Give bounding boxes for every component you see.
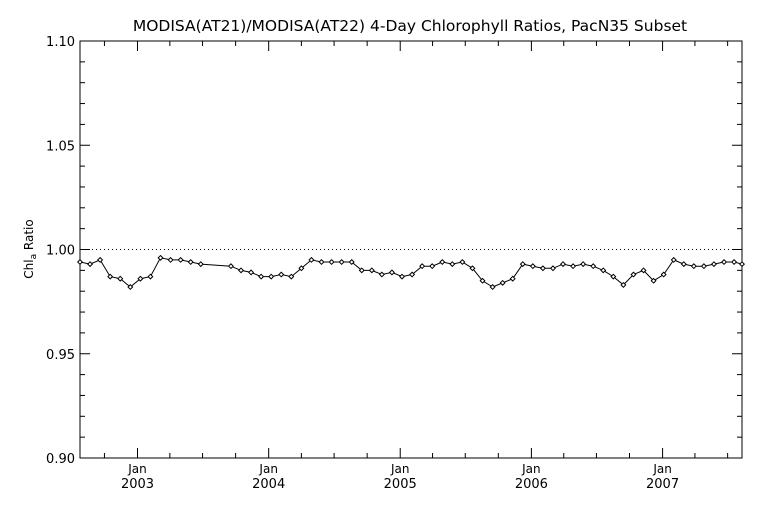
data-point-marker (388, 269, 395, 276)
data-point-marker (489, 284, 496, 291)
data-point-marker (680, 261, 687, 268)
data-point-marker (519, 261, 526, 268)
data-point-marker (378, 271, 385, 278)
data-point-marker (107, 273, 114, 280)
data-point-marker (419, 263, 426, 270)
data-point-marker (117, 275, 124, 282)
data-point-marker (580, 261, 587, 268)
data-point-marker (499, 279, 506, 286)
data-point-marker (738, 261, 746, 268)
data-point-marker (509, 275, 516, 282)
data-point-marker (338, 259, 345, 266)
x-tick-month-label: Jan (652, 462, 672, 476)
x-tick-month-label: Jan (127, 462, 147, 476)
y-axis-label-subscript: a (29, 254, 39, 260)
data-point-marker (238, 267, 245, 274)
data-point-marker (167, 256, 174, 263)
data-point-marker (368, 267, 375, 274)
data-point-marker (459, 259, 466, 266)
plot-frame (79, 40, 743, 459)
data-point-marker (358, 267, 365, 274)
data-point-marker (429, 263, 436, 270)
data-point-marker (570, 263, 577, 270)
data-point-marker (479, 277, 486, 284)
y-axis-label: Chla Ratio (22, 219, 39, 278)
x-tick-month-label: Jan (258, 462, 278, 476)
y-tick-label: 1.00 (46, 244, 75, 259)
y-tick-label: 0.95 (46, 348, 75, 363)
data-point-marker (731, 259, 738, 266)
data-point-marker (560, 261, 567, 268)
data-point-marker (590, 263, 597, 270)
data-point-marker (187, 259, 194, 266)
y-axis-label-main: Chl (22, 259, 36, 278)
x-tick-year-label: 2005 (384, 477, 417, 492)
data-point-marker (660, 271, 667, 278)
data-point-marker (399, 273, 406, 280)
data-point-marker (529, 263, 536, 270)
data-point-marker (318, 259, 325, 266)
data-point-marker (137, 275, 144, 282)
data-point-marker (87, 261, 94, 268)
data-point-marker (721, 259, 728, 266)
data-point-marker (308, 256, 315, 263)
x-tick-year-label: 2006 (515, 477, 548, 492)
y-axis-label-rest: Ratio (22, 219, 36, 254)
data-point-marker (127, 284, 134, 291)
y-tick-label: 0.90 (46, 452, 75, 467)
data-point-marker (157, 254, 164, 261)
y-tick-label: 1.05 (46, 139, 75, 154)
data-point-marker (690, 263, 697, 270)
data-point-marker (670, 256, 677, 263)
data-point-marker (610, 273, 617, 280)
data-point-marker (227, 263, 234, 270)
data-point-marker (298, 265, 305, 272)
data-point-marker (539, 265, 546, 272)
x-tick-month-label: Jan (390, 462, 410, 476)
x-tick-year-label: 2003 (121, 477, 154, 492)
data-point-marker (439, 259, 446, 266)
series-group (76, 254, 746, 291)
data-point-marker (248, 269, 255, 276)
data-point-marker (630, 271, 637, 278)
data-point-marker (97, 256, 104, 263)
data-point-marker (177, 256, 184, 263)
chart-title: MODISA(AT21)/MODISA(AT22) 4-Day Chloroph… (133, 17, 687, 35)
y-axis-ticks: 0.90 0.95 1.00 1.05 1.10 (46, 35, 742, 467)
data-point-marker (76, 259, 84, 266)
data-point-marker (620, 281, 627, 288)
data-point-marker (449, 261, 456, 268)
data-point-marker (328, 259, 335, 266)
x-tick-year-label: 2007 (646, 477, 679, 492)
data-point-marker (640, 267, 647, 274)
data-point-marker (650, 277, 657, 284)
data-point-marker (710, 261, 717, 268)
data-point-marker (197, 261, 204, 268)
data-point-marker (549, 265, 556, 272)
data-point-marker (288, 273, 295, 280)
data-point-marker (258, 273, 265, 280)
data-point-marker (147, 273, 154, 280)
x-tick-month-label: Jan (521, 462, 541, 476)
x-tick-year-label: 2004 (252, 477, 285, 492)
data-point-marker (278, 271, 285, 278)
y-tick-label: 1.10 (46, 35, 75, 50)
data-point-marker (469, 265, 476, 272)
data-point-marker (600, 267, 607, 274)
data-point-marker (348, 259, 355, 266)
data-point-marker (268, 273, 275, 280)
data-point-marker (409, 271, 416, 278)
data-point-marker (700, 263, 707, 270)
